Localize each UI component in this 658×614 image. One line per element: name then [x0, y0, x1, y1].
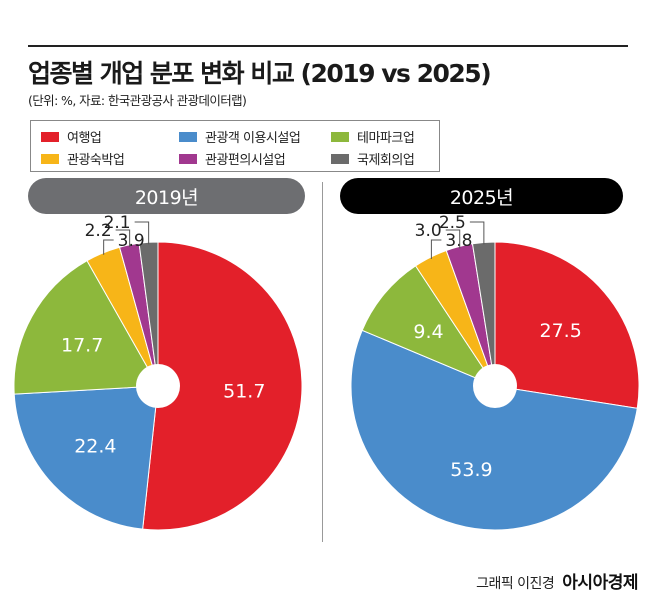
data-label: 2.5 [439, 213, 466, 233]
legend-item: 여행업 [41, 127, 102, 146]
leader-line [115, 229, 131, 247]
legend-item: 관광객 이용시설업 [179, 127, 301, 146]
top-rule [28, 45, 628, 47]
graphic-credit: 그래픽 이진경 [476, 576, 555, 592]
data-label: 53.9 [450, 459, 492, 481]
page-title: 업종별 개업 분포 변화 비교 (2019 vs 2025) [28, 59, 492, 88]
data-label: 27.5 [539, 320, 581, 342]
legend-swatch [41, 153, 59, 164]
legend-item: 국제회의업 [331, 149, 415, 168]
legend-swatch [331, 153, 349, 164]
donut-hole [473, 364, 517, 408]
legend-item: 관광숙박업 [41, 149, 125, 168]
data-label: 17.7 [61, 335, 103, 357]
legend-label: 관광객 이용시설업 [205, 131, 301, 146]
data-label: 3.9 [118, 231, 145, 251]
header-2019: 2019년 [28, 178, 305, 214]
leader-line [469, 221, 485, 245]
legend: 여행업 관광객 이용시설업 테마파크업 관광숙박업 관광편의시설업 국제회의업 [30, 120, 440, 172]
donut-hole [136, 364, 180, 408]
data-label: 3.8 [445, 231, 472, 251]
legend-label: 관광숙박업 [67, 153, 125, 168]
leader-line [103, 239, 114, 255]
legend-item: 관광편의시설업 [179, 149, 286, 168]
pie-slice [13, 260, 159, 395]
leader-line [134, 221, 150, 245]
pie-slice [13, 385, 159, 530]
data-label: 3.0 [415, 221, 442, 241]
leader-line [430, 239, 442, 260]
data-label: 2.2 [85, 221, 112, 241]
leader-line [445, 229, 461, 249]
legend-item: 테마파크업 [331, 127, 415, 146]
legend-swatch [179, 153, 197, 164]
legend-label: 여행업 [67, 131, 102, 146]
data-label: 22.4 [74, 436, 116, 458]
legend-label: 관광편의시설업 [205, 153, 286, 168]
legend-swatch [331, 131, 349, 142]
subtitle: (단위: %, 자료: 한국관광공사 관광데이터랩) [28, 93, 247, 108]
pie-slice [361, 265, 497, 388]
legend-label: 테마파크업 [357, 131, 415, 146]
pie-slice [494, 241, 640, 409]
legend-swatch [41, 131, 59, 142]
data-label: 2.1 [104, 213, 131, 233]
data-label: 9.4 [413, 321, 443, 343]
credit: 그래픽 이진경 아시아경제 [476, 568, 638, 593]
legend-label: 국제회의업 [357, 153, 415, 168]
brand-logo: 아시아경제 [562, 573, 638, 593]
legend-swatch [179, 131, 197, 142]
data-label: 51.7 [223, 381, 265, 403]
pie-slice [350, 329, 638, 531]
header-2025: 2025년 [340, 178, 623, 214]
pie-slice [142, 241, 303, 531]
divider [322, 182, 323, 542]
